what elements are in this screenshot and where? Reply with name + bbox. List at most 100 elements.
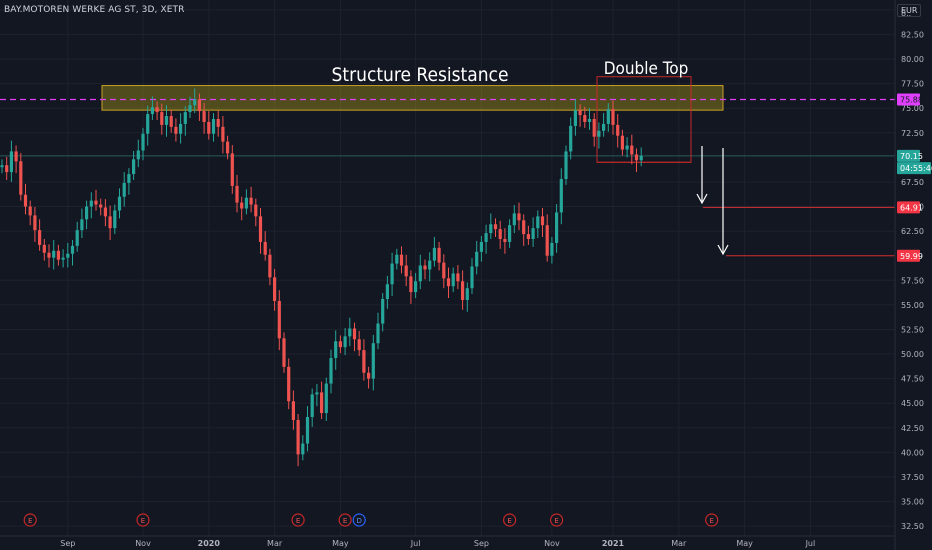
candle-body (423, 265, 427, 270)
candle-body (334, 341, 338, 358)
resistance-zone (101, 85, 724, 111)
x-tick-label: Mar (267, 539, 283, 548)
candle-body (338, 341, 342, 348)
candle-body (376, 323, 380, 344)
y-tick-label: 8.. (901, 9, 911, 18)
candle-body (103, 207, 107, 217)
x-tick-label: Sep (474, 539, 489, 548)
y-tick-label: 37.50 (901, 473, 924, 482)
price-label-bg (897, 249, 920, 262)
candle-body (390, 263, 394, 285)
candle-body (9, 151, 13, 173)
candle-body (606, 109, 610, 124)
candle-body (160, 112, 164, 125)
candle-body (291, 401, 295, 420)
candle-body (634, 154, 639, 161)
candle-body (61, 257, 65, 260)
candle-body (211, 119, 216, 134)
candle-body (150, 107, 154, 115)
event-marker (338, 513, 352, 527)
candle-body (127, 174, 131, 183)
candle-body (141, 133, 145, 151)
event-marker-label: E (296, 517, 300, 525)
price-label: 70.15 (900, 152, 923, 161)
candle-body (122, 182, 126, 197)
y-tick-label: 77.50 (901, 80, 924, 89)
candle-body (287, 366, 291, 402)
candle-body (0, 165, 4, 168)
candle-body (19, 161, 23, 195)
candle-body (155, 107, 159, 113)
candle-body (564, 151, 568, 179)
candle-body (451, 273, 455, 287)
event-marker-label: E (554, 517, 558, 525)
candle-body (268, 254, 272, 278)
candle-body (578, 110, 582, 116)
candle-body (414, 281, 418, 293)
candle-body (479, 241, 483, 252)
candle-body (620, 135, 624, 150)
candle-body (52, 250, 56, 258)
candle-body (80, 219, 84, 231)
x-tick-label: Jul (805, 539, 816, 548)
down-arrow-1 (696, 146, 708, 205)
candle-body (639, 155, 643, 161)
candle-body (216, 119, 220, 127)
candle-body (498, 229, 502, 239)
candle-body (70, 245, 75, 254)
candle-body (305, 416, 310, 444)
x-tick-label: Sep (60, 539, 75, 548)
y-tick-label: 62.50 (901, 227, 924, 236)
candle-body (409, 276, 413, 293)
candle-body (512, 213, 516, 226)
currency-label[interactable]: EUR (897, 4, 922, 17)
candle-body (75, 230, 79, 246)
x-tick-label: Nov (135, 539, 151, 548)
candle-body (99, 204, 103, 208)
candle-body (207, 121, 211, 134)
candle-body (343, 336, 347, 348)
candle-body (94, 200, 98, 205)
candle-body (89, 200, 93, 207)
candle-body (597, 130, 601, 137)
candle-body (230, 153, 234, 186)
candle-body (329, 357, 333, 384)
candle-body (357, 339, 361, 351)
price-label-bg (897, 201, 920, 214)
candle-body (442, 262, 446, 279)
candle-body (301, 443, 305, 455)
candle-body (113, 210, 117, 229)
candle-body (174, 126, 178, 134)
candle-body (28, 206, 32, 216)
candle-body (235, 185, 239, 203)
y-tick-label: 45.00 (901, 399, 924, 408)
event-marker-label: E (343, 517, 347, 525)
candle-body (14, 151, 18, 162)
candle-body (503, 238, 507, 242)
candle-body (517, 213, 521, 221)
candle-body (348, 328, 352, 337)
double-top-label: Double Top (604, 59, 689, 79)
candle-body (489, 224, 493, 234)
arrow-head (696, 193, 708, 205)
candle-body (117, 196, 122, 211)
event-marker (503, 513, 517, 527)
candle-body (23, 194, 28, 207)
candle-body (249, 197, 253, 205)
candle-body (461, 281, 465, 300)
candle-body (188, 105, 192, 113)
candle-body (437, 247, 441, 263)
event-marker (705, 513, 719, 527)
candle-body (146, 114, 150, 134)
candle-body (367, 372, 371, 379)
candle-body (240, 202, 244, 209)
y-tick-label: 67.50 (901, 178, 924, 187)
candle-body (244, 197, 248, 209)
event-marker (352, 513, 366, 527)
candle-body (569, 125, 573, 152)
candle-body (193, 99, 197, 106)
candle-body (587, 119, 592, 122)
down-arrow-2 (717, 148, 729, 256)
x-tick-label: May (736, 539, 753, 548)
